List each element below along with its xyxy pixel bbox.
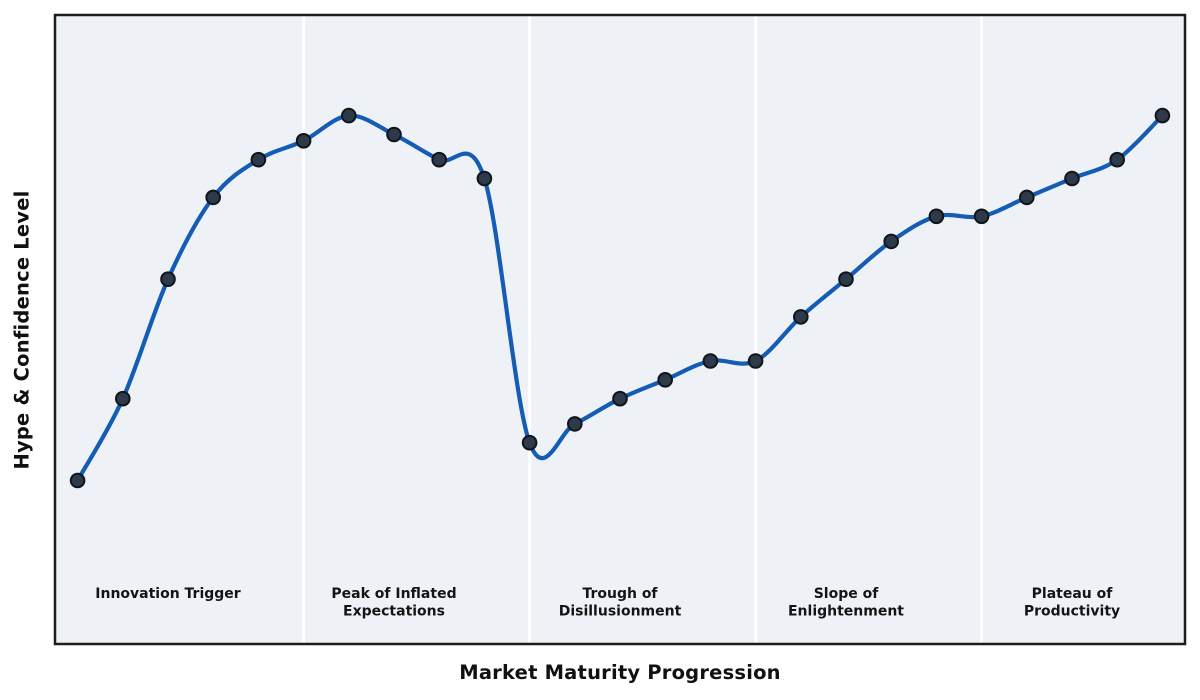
x-axis-label: Market Maturity Progression xyxy=(459,661,781,684)
data-point xyxy=(295,133,312,149)
data-point xyxy=(747,353,764,369)
data-point xyxy=(341,107,357,124)
data-point xyxy=(250,151,267,168)
data-point xyxy=(386,126,402,143)
phase-label: Slope of Enlightenment xyxy=(788,586,904,620)
data-point xyxy=(1019,189,1035,206)
plot-border xyxy=(53,13,1187,646)
data-point xyxy=(793,309,809,325)
phase-label: Peak of Inflated Expectations xyxy=(331,586,456,620)
data-point xyxy=(838,271,854,288)
data-point xyxy=(883,233,900,250)
y-axis-label: Hype & Confidence Level xyxy=(10,190,34,470)
data-point xyxy=(1109,151,1125,168)
data-point xyxy=(115,390,131,407)
data-point xyxy=(476,170,493,187)
phase-label: Innovation Trigger xyxy=(95,586,241,602)
data-point xyxy=(612,390,628,407)
plot-area xyxy=(55,15,1185,644)
data-point xyxy=(205,189,221,206)
data-point xyxy=(521,434,538,451)
phase-label: Plateau of Productivity xyxy=(1024,586,1120,620)
data-point xyxy=(431,151,448,168)
data-point xyxy=(702,353,719,369)
data-point xyxy=(160,271,176,288)
data-point xyxy=(657,372,674,388)
data-point xyxy=(973,208,990,225)
data-point xyxy=(1064,170,1080,187)
data-point xyxy=(928,208,945,225)
data-point xyxy=(69,472,86,489)
data-point xyxy=(567,416,583,432)
data-point xyxy=(1154,107,1171,124)
phase-label: Trough of Disillusionment xyxy=(559,586,682,620)
